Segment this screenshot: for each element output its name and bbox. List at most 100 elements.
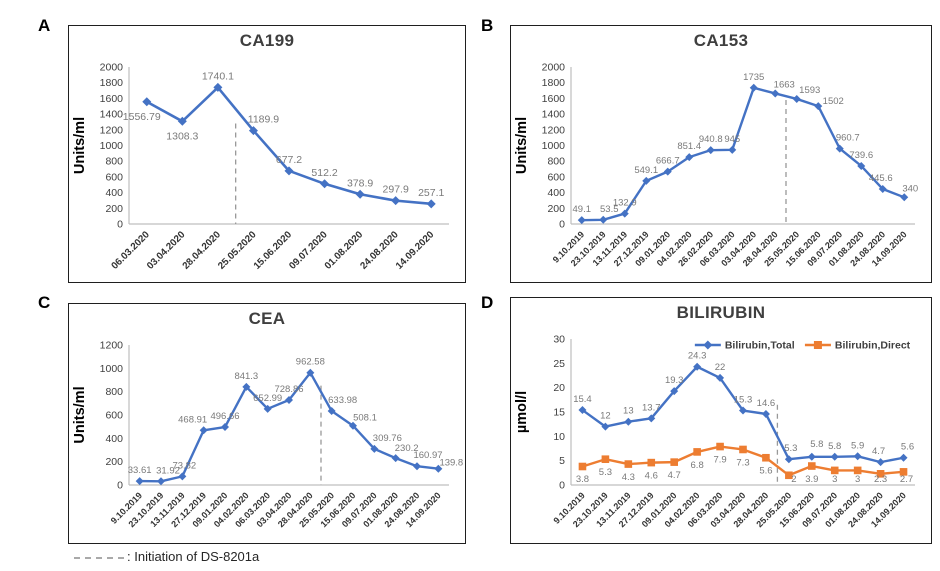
svg-text:4.6: 4.6 (645, 471, 658, 482)
axes (128, 345, 449, 486)
treatment-initiation-label: : Initiation of DS-8201a (127, 549, 260, 564)
chart-title-bilirubin: BILIRUBIN (676, 303, 766, 322)
y-axis-title: Units/ml (514, 117, 530, 174)
panel-ca153: CA153 0 200 400 600 800 1000 1200 1400 1600 1800 2… (510, 25, 932, 283)
svg-text:0: 0 (559, 219, 565, 231)
treatment-initiation-caption: : Initiation of DS-8201a (74, 549, 259, 564)
svg-text:25: 25 (553, 358, 565, 370)
chart-title-cea: CEA (248, 309, 286, 328)
svg-text:1000: 1000 (542, 140, 566, 152)
svg-text:132.9: 132.9 (613, 198, 637, 209)
axes (570, 67, 915, 225)
svg-text:33.61: 33.61 (128, 465, 152, 476)
svg-text:945: 945 (724, 134, 740, 145)
svg-text:400: 400 (105, 433, 123, 445)
svg-text:378.9: 378.9 (347, 177, 373, 189)
svg-text:20: 20 (553, 382, 565, 394)
svg-text:508.1: 508.1 (353, 413, 377, 424)
svg-text:633.98: 633.98 (328, 395, 357, 406)
svg-text:3: 3 (832, 474, 837, 485)
svg-text:3.9: 3.9 (805, 474, 818, 485)
svg-text:1740.1: 1740.1 (202, 70, 234, 82)
svg-text:30: 30 (553, 334, 565, 346)
svg-text:5.6: 5.6 (901, 442, 914, 453)
y-axis-tick-labels: 0 200 400 600 800 1000 1200 (100, 340, 124, 492)
panel-label-a: A (38, 16, 51, 35)
svg-text:549.1: 549.1 (634, 165, 658, 176)
series-bilirubin-total (578, 362, 908, 467)
svg-text:53.5: 53.5 (600, 204, 619, 215)
cea-line-chart: 0 200 400 600 800 1000 1200 Units/ml 9.10.201923… (72, 340, 463, 530)
svg-text:600: 600 (105, 410, 123, 422)
svg-text:200: 200 (105, 456, 123, 468)
svg-text:1308.3: 1308.3 (166, 130, 198, 142)
svg-text:512.2: 512.2 (311, 167, 337, 179)
svg-text:4.7: 4.7 (668, 470, 681, 481)
svg-text:1663: 1663 (774, 79, 795, 90)
data-labels: 1556.79 1308.3 1740.1 1189.9 677.2 512.2 378.9… (123, 70, 445, 198)
series-bilirubin-direct (578, 442, 908, 480)
svg-text:0: 0 (117, 480, 123, 492)
panel-label-b: B (481, 16, 494, 35)
svg-text:496.66: 496.66 (210, 411, 239, 422)
data-labels: 3.8 5.3 4.3 4.6 4.7 6.8 7.9 7.3 5.6 2 3.9 3 3 2.3 2.7 (576, 455, 913, 485)
svg-text:4.3: 4.3 (622, 472, 635, 483)
svg-text:1000: 1000 (100, 363, 124, 375)
x-axis-date-labels: 9.10.201923.10.201913.11.201927.12.20190… (551, 229, 909, 268)
svg-text:4.7: 4.7 (872, 446, 885, 457)
panel-ca199: CA199 0 200 400 600 800 1000 1200 1400 1600 1800 2… (68, 25, 466, 283)
svg-text:2: 2 (791, 474, 796, 485)
svg-text:445.6: 445.6 (869, 173, 893, 184)
svg-text:666.7: 666.7 (656, 156, 680, 167)
ca199-line-chart: 0 200 400 600 800 1000 1200 1400 1600 1800 2000 Uni… (72, 62, 449, 272)
svg-text:5.8: 5.8 (810, 439, 823, 450)
svg-text:1600: 1600 (100, 93, 124, 105)
svg-text:257.1: 257.1 (418, 187, 444, 199)
svg-text:841.3: 841.3 (234, 371, 258, 382)
panel-cea: CEA 0 200 400 600 800 1000 1200 Units/ml 9.10.20… (68, 303, 466, 544)
svg-text:340: 340 (902, 183, 918, 194)
svg-text:309.76: 309.76 (373, 433, 402, 444)
y-axis-tick-labels: 0 5 10 15 20 25 30 (553, 334, 565, 492)
axes (128, 67, 449, 225)
svg-text:739.6: 739.6 (849, 150, 873, 161)
series-ca199 (142, 82, 436, 209)
svg-text:0: 0 (559, 480, 565, 492)
x-axis-date-labels: 9.10.201923.10.201913.11.201927.12.20190… (109, 490, 443, 529)
svg-text:940.8: 940.8 (699, 134, 723, 145)
svg-text:1600: 1600 (542, 93, 566, 105)
svg-text:160.97: 160.97 (413, 450, 442, 461)
svg-text:800: 800 (105, 156, 123, 168)
svg-text:12: 12 (600, 411, 611, 422)
svg-text:Bilirubin,Direct: Bilirubin,Direct (835, 340, 911, 352)
svg-text:2000: 2000 (542, 62, 566, 74)
panel-bilirubin: BILIRUBIN 0 5 10 15 20 25 30 µmol/l 9.10.2019 23.… (510, 297, 932, 544)
svg-text:7.9: 7.9 (713, 455, 726, 466)
y-axis-title: µmol/l (514, 391, 530, 433)
svg-text:1800: 1800 (542, 77, 566, 89)
svg-text:5.3: 5.3 (599, 467, 612, 478)
y-axis-title: Units/ml (72, 386, 88, 443)
svg-text:468.91: 468.91 (178, 414, 207, 425)
y-axis-tick-labels: 0 200 400 600 800 1000 1200 1400 1600 1800 2000 (542, 62, 566, 231)
svg-text:5.6: 5.6 (759, 466, 772, 477)
svg-text:73.82: 73.82 (172, 460, 196, 471)
svg-text:3: 3 (855, 474, 860, 485)
svg-text:400: 400 (105, 187, 123, 199)
y-axis-tick-labels: 0 200 400 600 800 1000 1200 1400 1600 1800 2000 (100, 62, 124, 231)
svg-text:5.9: 5.9 (851, 440, 864, 451)
svg-text:6.8: 6.8 (691, 460, 704, 471)
svg-text:2.7: 2.7 (900, 474, 913, 485)
y-axis-title: Units/ml (72, 117, 88, 174)
svg-text:851.4: 851.4 (677, 141, 701, 152)
svg-text:1800: 1800 (100, 77, 124, 89)
svg-text:1735: 1735 (743, 72, 764, 83)
svg-text:3.8: 3.8 (576, 474, 589, 485)
dashed-line-symbol (74, 556, 124, 559)
svg-text:800: 800 (105, 386, 123, 398)
axes (570, 339, 915, 486)
svg-text:2.3: 2.3 (874, 474, 887, 485)
